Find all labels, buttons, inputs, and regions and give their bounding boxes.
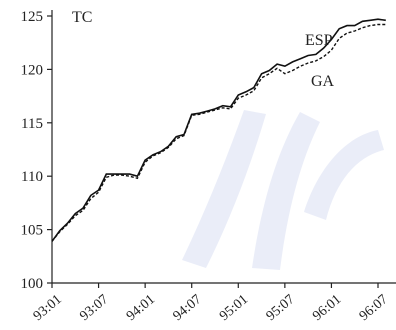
x-tick-label: 94:07 — [171, 292, 205, 324]
y-tick-label: 100 — [21, 276, 44, 292]
x-tick-label: 95:01 — [217, 292, 251, 324]
series-label-ga: GA — [311, 73, 335, 90]
series-lines — [51, 18, 386, 242]
x-axis-ticks: 93:01 93:07 94:01 94:07 95:01 95:07 96:01 96:07 — [31, 283, 391, 324]
series-line-ga — [51, 23, 386, 242]
series-line-esp — [51, 18, 386, 242]
y-tick-label: 105 — [21, 223, 44, 239]
y-tick-label: 120 — [21, 62, 44, 78]
axes — [51, 10, 396, 284]
chart-title: TC — [72, 9, 92, 26]
x-tick-label: 95:07 — [264, 292, 298, 324]
y-tick-label: 110 — [21, 169, 43, 185]
x-tick-label: 96:01 — [310, 292, 344, 324]
y-tick-label: 125 — [21, 9, 44, 25]
x-tick-label: 96:07 — [357, 292, 391, 324]
watermark — [182, 110, 384, 270]
series-label-esp: ESP — [305, 32, 333, 49]
y-tick-label: 115 — [21, 116, 43, 132]
y-axis-ticks: 100 105 110 115 120 125 — [21, 9, 52, 292]
x-tick-label: 93:07 — [77, 292, 111, 324]
x-tick-label: 94:01 — [124, 292, 158, 324]
x-tick-label: 93:01 — [31, 292, 65, 324]
